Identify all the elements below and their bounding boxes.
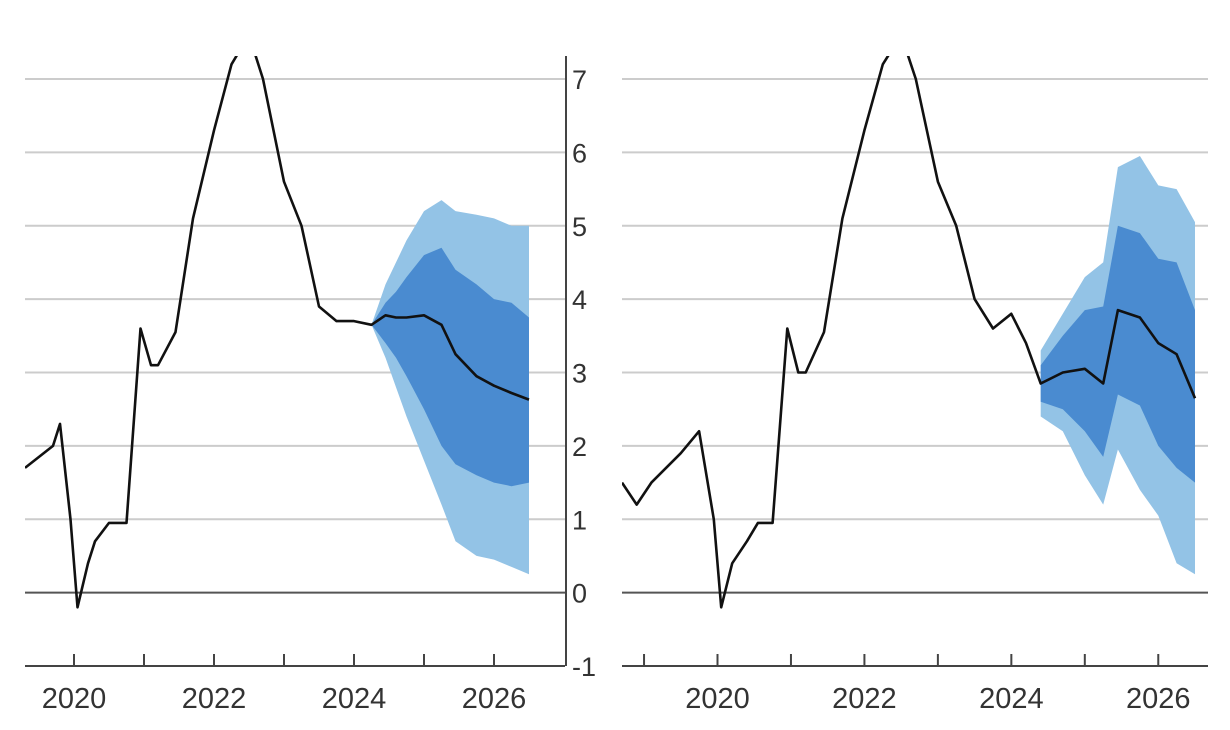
y-tick-label: 3 <box>572 359 587 389</box>
x-tick-label: 2026 <box>1126 683 1191 715</box>
x-tick-label: 2024 <box>979 683 1044 715</box>
shared-y-axis: -1 0 1 2 3 4 5 6 7 <box>565 56 596 682</box>
series-line <box>25 56 530 609</box>
inner-confidence-band <box>1040 225 1195 483</box>
x-tick-label: 2024 <box>322 683 387 715</box>
inner-confidence-band <box>371 247 529 487</box>
left-panel: 2020 2022 2024 2026 <box>25 56 565 715</box>
right-panel: 2020 2022 2024 2026 <box>622 56 1208 715</box>
x-tick-label: 2026 <box>462 683 527 715</box>
y-tick-label: 2 <box>572 432 587 462</box>
x-tick-label: 2020 <box>685 683 750 715</box>
y-tick-label: -1 <box>572 652 596 682</box>
y-tick-label: 4 <box>572 285 587 315</box>
y-tick-label: 7 <box>572 65 587 95</box>
y-tick-label: 1 <box>572 505 587 535</box>
y-tick-label: 6 <box>572 138 587 168</box>
x-tick-label: 2022 <box>182 683 247 715</box>
x-tick-label: 2020 <box>42 683 107 715</box>
x-tick-label: 2022 <box>832 683 897 715</box>
y-tick-label: 0 <box>572 579 587 609</box>
y-tick-label: 5 <box>572 212 587 242</box>
series-line <box>622 56 1197 609</box>
